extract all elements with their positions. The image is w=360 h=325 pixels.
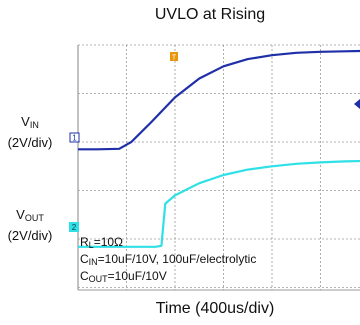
trigger-marker-text: T: [172, 55, 177, 62]
vout-axis-label: VOUT (2V/div): [4, 205, 56, 246]
x-axis-label: Time (400us/div): [155, 300, 275, 317]
note-rl: RL=10Ω: [80, 235, 124, 250]
vin-label-sub: IN: [29, 120, 39, 130]
ch2-marker-icon: 2: [69, 222, 79, 232]
vout-series-line: [78, 159, 360, 248]
ch2-marker-text: 2: [72, 223, 77, 232]
vout-scale-label: (2V/div): [7, 227, 53, 243]
vin-series-line: [78, 49, 360, 151]
trigger-marker-box: [170, 52, 178, 61]
vout-label-sub: OUT: [24, 213, 44, 223]
grid: [77, 44, 360, 291]
chart-title: UVLO at Rising: [154, 6, 266, 23]
ch1-marker-box: [69, 132, 80, 143]
vin-axis-label: VIN (2V/div): [4, 112, 56, 153]
ch2-marker-box: [69, 222, 79, 232]
note-cin: CIN=10uF/10V, 100uF/electrolytic: [80, 251, 257, 267]
trigger-level-arrow-icon: [354, 99, 360, 109]
ch1-marker-text: 1: [72, 134, 77, 143]
vout-label-main: V: [16, 207, 25, 222]
vin-scale-label: (2V/div): [7, 134, 53, 150]
note-cout: COUT=10uF/10V: [80, 268, 167, 284]
test-conditions: RL=10Ω CIN=10uF/10V, 100uF/electrolytic …: [80, 235, 256, 286]
plot-area: [78, 45, 360, 290]
ch1-marker-icon: 1: [69, 132, 80, 143]
trigger-position-icon: T: [170, 52, 178, 62]
vin-label-main: V: [21, 114, 30, 129]
